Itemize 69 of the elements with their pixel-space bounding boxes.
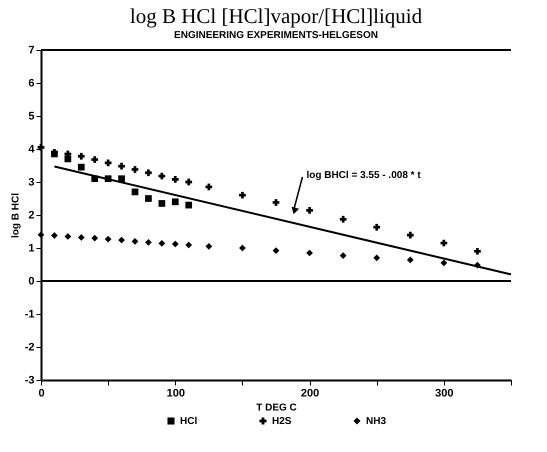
- point: [132, 188, 138, 196]
- point: [185, 242, 192, 248]
- point: [51, 232, 58, 239]
- point: [440, 259, 448, 266]
- point: [474, 248, 481, 255]
- y-axis-title: log B HCl: [10, 192, 22, 238]
- point: [340, 216, 346, 223]
- point: [145, 195, 152, 202]
- point: [340, 252, 346, 259]
- x-tick-label: 0: [38, 388, 45, 400]
- point: [440, 240, 448, 246]
- x-axis-title: T DEG C: [256, 402, 297, 414]
- y-tick-label: 4: [28, 144, 36, 156]
- point: [91, 156, 98, 163]
- annotation: log BHCl = 3.55 - .008 * t: [306, 170, 422, 181]
- point: [158, 172, 166, 180]
- point: [104, 160, 112, 166]
- y-tick-label: 0: [28, 276, 34, 288]
- y-tick-label: 5: [28, 110, 34, 122]
- y-tick-label: 2: [28, 210, 34, 222]
- point: [272, 199, 280, 206]
- x-tick-label: 200: [300, 388, 320, 400]
- y-tick-label: -3: [24, 374, 34, 386]
- legend-label: NH3: [366, 416, 386, 427]
- point: [118, 162, 125, 170]
- point: [172, 240, 179, 248]
- y-tick-label: 1: [28, 242, 34, 254]
- y-tick-label: -1: [24, 308, 34, 320]
- point: [118, 236, 125, 244]
- legend-label: H2S: [272, 416, 292, 427]
- legend-label: HCl: [180, 416, 198, 427]
- point: [172, 176, 179, 183]
- point: [158, 200, 166, 207]
- chart-subtitle: ENGINEERING EXPERIMENTS-HELGESON: [174, 30, 378, 41]
- point: [406, 256, 414, 264]
- point: [172, 198, 179, 206]
- point: [132, 166, 138, 173]
- point: [104, 236, 112, 242]
- point: [306, 207, 313, 214]
- point: [373, 224, 380, 231]
- point: [38, 231, 44, 238]
- point: [91, 234, 98, 242]
- point: [78, 234, 85, 241]
- point: [145, 239, 152, 246]
- point: [78, 164, 85, 171]
- point: [373, 254, 380, 262]
- x-tick-label: 100: [166, 388, 185, 400]
- y-tick-label: 6: [28, 78, 34, 90]
- point: [206, 184, 212, 190]
- y-tick-label: 3: [28, 176, 34, 188]
- y-tick-label: -2: [24, 342, 34, 354]
- point: [185, 178, 192, 186]
- point: [38, 144, 44, 151]
- point: [239, 244, 246, 252]
- point: [272, 247, 280, 254]
- point: [206, 242, 212, 250]
- chart-title: log B HCl [HCl]vapor/[HCl]liquid: [130, 4, 423, 28]
- point: [145, 169, 152, 176]
- x-tick-label: 300: [435, 388, 454, 400]
- point: [239, 192, 246, 199]
- y-tick-label: 7: [28, 44, 34, 56]
- point: [406, 232, 414, 238]
- point: [132, 238, 138, 245]
- point: [306, 250, 313, 256]
- point: [64, 233, 72, 240]
- point: [78, 152, 85, 160]
- point: [185, 202, 192, 208]
- point: [118, 175, 125, 182]
- point: [158, 240, 166, 247]
